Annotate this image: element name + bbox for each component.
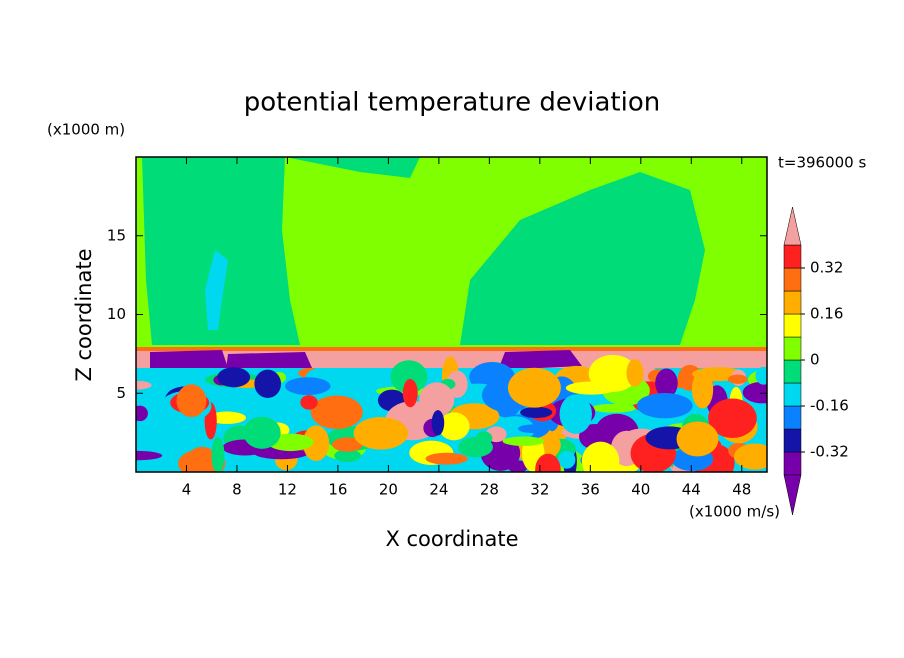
- colorbar-arrow: [783, 206, 802, 246]
- chart-title: potential temperature deviation: [244, 88, 660, 118]
- x-tick-label: 36: [581, 481, 600, 499]
- colorbar-label: 0.16: [810, 305, 843, 323]
- field-patch: [655, 368, 678, 398]
- field-patch: [591, 403, 637, 413]
- colorbar-label: -0.32: [810, 443, 849, 461]
- field-patch: [565, 381, 617, 395]
- field-patch: [558, 450, 576, 469]
- colorbar-label: 0: [810, 351, 820, 369]
- subtitle: t=396000 s: [778, 154, 866, 172]
- field-patch: [390, 360, 428, 394]
- field-patch: [708, 398, 757, 438]
- field-patch: [742, 381, 767, 404]
- field-patch: [431, 410, 445, 436]
- field-patch: [353, 417, 409, 450]
- field-patch: [581, 441, 620, 472]
- colorbar-bin: [783, 267, 802, 292]
- field-patch: [507, 367, 561, 408]
- y-tick-label: 5: [116, 384, 126, 402]
- field-region: [498, 350, 582, 370]
- contour-field: [136, 157, 767, 472]
- x-tick-label: 28: [480, 481, 499, 499]
- field-patch: [211, 436, 225, 472]
- colorbar-bin: [783, 382, 802, 407]
- field-patch: [207, 411, 247, 424]
- colorbar-bin: [783, 359, 802, 384]
- x-tick-label: 4: [182, 481, 192, 499]
- y-unit: (x1000 m): [47, 121, 125, 139]
- y-axis-title: Z coordinate: [72, 248, 96, 381]
- field-region: [205, 250, 228, 330]
- field-patch: [384, 426, 399, 444]
- field-patch: [626, 359, 644, 387]
- field-patch: [334, 449, 361, 463]
- colorbar-bin: [783, 428, 802, 453]
- field-patch: [300, 395, 318, 410]
- colorbar-bin: [783, 244, 802, 269]
- x-tick-label: 44: [682, 481, 701, 499]
- field-region: [226, 352, 312, 370]
- x-tick-label: 24: [429, 481, 448, 499]
- x-tick-label: 8: [232, 481, 242, 499]
- colorbar-bin: [783, 336, 802, 361]
- field-patch: [755, 366, 767, 385]
- colorbar-label: 0.32: [810, 259, 843, 277]
- field-patch: [254, 369, 282, 398]
- x-tick-label: 12: [278, 481, 297, 499]
- field-patch: [136, 405, 148, 422]
- field-patch: [727, 374, 748, 384]
- field-region: [142, 157, 300, 345]
- x-tick-label: 40: [631, 481, 650, 499]
- field-region: [136, 347, 767, 351]
- field-patch: [185, 446, 220, 472]
- x-axis-title: X coordinate: [385, 527, 518, 551]
- colorbar-bin: [783, 451, 802, 476]
- colorbar-bin: [783, 290, 802, 315]
- colorbar-label: -0.16: [810, 397, 849, 415]
- x-tick-label: 48: [732, 481, 751, 499]
- field-region: [285, 157, 420, 178]
- colorbar-arrow: [783, 474, 802, 516]
- field-patch: [676, 421, 719, 457]
- field-patch: [136, 380, 152, 390]
- x-tick-label: 20: [379, 481, 398, 499]
- y-tick-label: 15: [107, 226, 126, 244]
- field-patch: [438, 412, 470, 441]
- field-patch: [243, 416, 281, 449]
- x-tick-label: 16: [328, 481, 347, 499]
- field-patch: [332, 437, 363, 452]
- field-patch: [475, 431, 493, 445]
- field-patch: [636, 392, 693, 419]
- x-tick-label: 32: [530, 481, 549, 499]
- field-patch: [310, 395, 363, 429]
- y-tick-label: 10: [107, 305, 126, 323]
- field-patch: [517, 424, 550, 434]
- field-region: [150, 350, 228, 370]
- field-patch: [333, 386, 374, 399]
- field-patch: [176, 384, 207, 418]
- field-patch: [535, 453, 561, 472]
- colorbar-bin: [783, 313, 802, 338]
- field-patch: [691, 370, 714, 409]
- field-patch: [285, 377, 331, 396]
- field-patch: [502, 436, 545, 446]
- field-patch: [425, 452, 468, 465]
- field-patch: [217, 367, 251, 388]
- field-region: [460, 172, 705, 345]
- field-patch: [734, 443, 767, 470]
- x-unit: (x1000 m/s): [689, 503, 780, 521]
- field-patch: [559, 394, 592, 434]
- field-patch: [136, 450, 163, 461]
- field-patch: [520, 406, 553, 418]
- colorbar-bin: [783, 405, 802, 430]
- field-patch: [402, 378, 418, 408]
- field-patch: [302, 425, 330, 462]
- field-patch: [419, 382, 455, 418]
